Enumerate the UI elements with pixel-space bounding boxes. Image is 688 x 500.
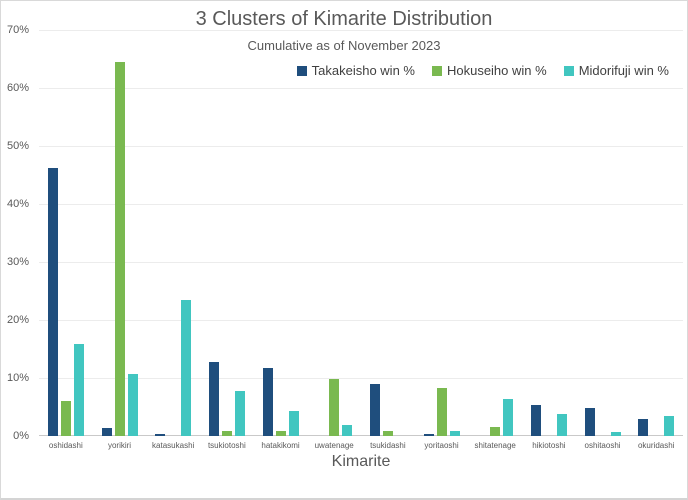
gridline-20 xyxy=(39,320,683,321)
bar-hatakikomi-takakeisho xyxy=(262,367,273,436)
y-tick-20: 20% xyxy=(6,314,29,326)
bar-hikiotoshi-takakeisho xyxy=(530,405,541,436)
bar-tsukiotoshi-midorifuji xyxy=(234,391,245,436)
bar-oshidashi-takakeisho xyxy=(47,168,58,436)
legend-item-takakeisho: Takakeisho win % xyxy=(296,63,415,78)
bar-group-katasukashi xyxy=(146,30,200,436)
x-tick-hatakikomi: hatakikomi xyxy=(261,441,300,450)
bar-group-hatakikomi xyxy=(254,30,308,436)
bar-yoritaoshi-hokuseiho xyxy=(436,387,447,436)
bar-hatakikomi-midorifuji xyxy=(288,411,299,436)
bar-group-oshidashi xyxy=(39,30,93,436)
bar-group-okuridashi xyxy=(629,30,683,436)
bar-yorikiri-midorifuji xyxy=(127,373,138,436)
gridline-10 xyxy=(39,378,683,379)
bar-uwatenage-midorifuji xyxy=(342,424,353,436)
gridline-70 xyxy=(39,30,683,31)
bar-tsukiotoshi-takakeisho xyxy=(208,361,219,436)
y-tick-0: 0% xyxy=(13,430,29,442)
legend-label-midorifuji: Midorifuji win % xyxy=(578,63,669,78)
legend-label-hokuseiho: Hokuseiho win % xyxy=(446,63,547,78)
gridline-40 xyxy=(39,204,683,205)
bar-shitatenage-hokuseiho xyxy=(490,427,501,436)
bar-yorikiri-hokuseiho xyxy=(114,62,125,436)
x-tick-oshitaoshi: oshitaoshi xyxy=(584,441,621,450)
bar-yorikiri-takakeisho xyxy=(101,428,112,436)
x-tick-okuridashi: okuridashi xyxy=(637,441,675,450)
legend-item-hokuseiho: Hokuseiho win % xyxy=(431,63,547,78)
x-tick-uwatenage: uwatenage xyxy=(314,441,354,450)
y-tick-50: 50% xyxy=(6,140,29,152)
bar-group-uwatenage xyxy=(307,30,361,436)
bar-okuridashi-midorifuji xyxy=(664,416,675,436)
bar-group-shitatenage xyxy=(468,30,522,436)
chart-title: 3 Clusters of Kimarite Distribution xyxy=(195,8,493,30)
bar-shitatenage-midorifuji xyxy=(503,398,514,436)
bar-uwatenage-hokuseiho xyxy=(329,378,340,436)
plot-area xyxy=(39,30,683,436)
x-axis-line xyxy=(39,435,683,436)
bar-hikiotoshi-midorifuji xyxy=(556,413,567,436)
bar-yoritaoshi-midorifuji xyxy=(449,430,460,436)
bar-groups xyxy=(39,30,683,436)
bar-group-tsukidashi xyxy=(361,30,415,436)
bar-oshitaoshi-takakeisho xyxy=(584,408,595,436)
takakeisho-swatch-icon xyxy=(296,65,307,76)
bar-oshidashi-hokuseiho xyxy=(60,401,71,436)
x-axis-title: Kimarite xyxy=(331,453,391,470)
x-tick-oshidashi: oshidashi xyxy=(48,441,83,450)
y-tick-40: 40% xyxy=(6,198,29,210)
gridline-50 xyxy=(39,146,683,147)
x-tick-katasukashi: katasukashi xyxy=(152,441,195,450)
legend-label-takakeisho: Takakeisho win % xyxy=(311,63,415,78)
x-tick-shitatenage: shitatenage xyxy=(474,441,516,450)
y-tick-30: 30% xyxy=(6,256,29,268)
bar-tsukiotoshi-hokuseiho xyxy=(221,431,232,436)
y-tick-70: 70% xyxy=(6,24,29,36)
gridline-30 xyxy=(39,262,683,263)
bar-oshidashi-midorifuji xyxy=(73,344,84,436)
x-axis-labels: oshidashi yorikiri katasukashi tsukiotoshi h… xyxy=(39,440,683,451)
x-tick-yorikiri: yorikiri xyxy=(107,441,132,450)
bar-group-hikiotoshi xyxy=(522,30,576,436)
bar-oshitaoshi-midorifuji xyxy=(610,431,621,436)
gridline-60 xyxy=(39,88,683,89)
bar-okuridashi-takakeisho xyxy=(638,419,649,436)
bar-katasukashi-midorifuji xyxy=(181,299,192,436)
x-tick-tsukidashi: tsukidashi xyxy=(370,441,406,450)
bar-tsukidashi-takakeisho xyxy=(369,383,380,436)
hokuseiho-swatch-icon xyxy=(431,65,442,76)
bar-tsukidashi-hokuseiho xyxy=(382,430,393,436)
bar-group-oshitaoshi xyxy=(576,30,630,436)
bar-yoritaoshi-takakeisho xyxy=(423,433,434,436)
legend-item-midorifuji: Midorifuji win % xyxy=(563,63,669,78)
legend: Takakeisho win % Hokuseiho win % Midorif… xyxy=(296,63,669,78)
chart-subtitle: Cumulative as of November 2023 xyxy=(247,38,441,53)
y-tick-60: 60% xyxy=(6,82,29,94)
midorifuji-swatch-icon xyxy=(563,65,574,76)
y-tick-10: 10% xyxy=(6,372,29,384)
bar-hatakikomi-hokuseiho xyxy=(275,430,286,436)
bar-group-yorikiri xyxy=(93,30,147,436)
bar-group-tsukiotoshi xyxy=(200,30,254,436)
x-tick-tsukiotoshi: tsukiotoshi xyxy=(207,441,246,450)
bar-group-yoritaoshi xyxy=(415,30,469,436)
x-tick-hikiotoshi: hikiotoshi xyxy=(532,441,566,450)
x-tick-yoritaoshi: yoritaoshi xyxy=(424,441,459,450)
bar-katasukashi-takakeisho xyxy=(155,433,166,436)
